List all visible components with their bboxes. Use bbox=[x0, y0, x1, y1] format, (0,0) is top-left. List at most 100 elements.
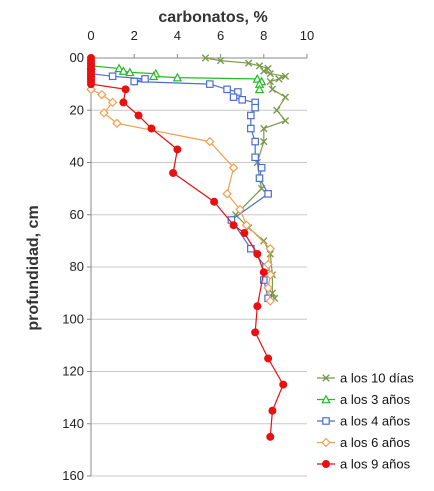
data-point bbox=[266, 250, 274, 258]
data-point bbox=[281, 93, 290, 101]
legend-label: a los 6 años bbox=[340, 435, 411, 450]
data-point bbox=[251, 328, 260, 337]
data-point bbox=[260, 137, 268, 146]
series-group bbox=[86, 54, 290, 441]
data-point bbox=[87, 80, 95, 89]
data-point bbox=[251, 103, 259, 112]
data-point bbox=[172, 72, 183, 82]
legend-item: a los 4 años bbox=[317, 414, 411, 429]
series-4 bbox=[86, 84, 276, 306]
data-point bbox=[173, 145, 182, 154]
data-point bbox=[266, 432, 275, 441]
x-tick-label: 10 bbox=[300, 28, 314, 43]
x-tick-label: 2 bbox=[131, 28, 138, 43]
data-point bbox=[255, 174, 264, 182]
data-point bbox=[222, 189, 232, 199]
y-tick-labels: 00 20 40 60 80 100 120 140 160 bbox=[62, 50, 84, 483]
data-point bbox=[253, 249, 262, 258]
data-point bbox=[112, 118, 122, 129]
data-point bbox=[130, 77, 139, 86]
y-axis-title: profundidad, cm bbox=[25, 205, 42, 330]
data-point bbox=[107, 97, 118, 108]
data-point bbox=[259, 268, 268, 277]
legend-item: a los 9 años bbox=[317, 457, 411, 472]
legend: a los 10 días a los 3 años a los 4 años a l… bbox=[317, 371, 414, 472]
data-point bbox=[247, 124, 255, 133]
data-point bbox=[263, 283, 273, 293]
data-point bbox=[223, 85, 231, 94]
legend-marker bbox=[321, 394, 331, 404]
data-point bbox=[263, 259, 273, 270]
data-point bbox=[253, 302, 262, 311]
x-tick-label: 4 bbox=[174, 28, 181, 43]
y-tick-label: 00 bbox=[70, 50, 84, 65]
data-point bbox=[121, 85, 130, 94]
legend-marker bbox=[322, 374, 330, 382]
data-point bbox=[279, 380, 288, 389]
data-point bbox=[119, 98, 128, 107]
data-point bbox=[281, 72, 290, 80]
gridlines bbox=[91, 57, 307, 477]
y-tick-label: 40 bbox=[70, 155, 84, 170]
legend-marker bbox=[321, 437, 331, 448]
legend-marker bbox=[322, 460, 330, 468]
x-axis-title: carbonatos, % bbox=[158, 9, 267, 26]
data-point bbox=[147, 124, 156, 133]
series-3 bbox=[87, 69, 272, 303]
legend-label: a los 10 días bbox=[340, 371, 414, 386]
data-point bbox=[125, 67, 135, 77]
data-point bbox=[264, 354, 273, 363]
data-point bbox=[260, 124, 268, 133]
data-point bbox=[265, 243, 276, 254]
data-point bbox=[229, 93, 238, 101]
data-point bbox=[264, 64, 272, 73]
legend-marker bbox=[322, 417, 330, 425]
y-tick-label: 140 bbox=[62, 416, 84, 431]
x-tick-label: 6 bbox=[217, 28, 224, 43]
data-point bbox=[118, 66, 129, 75]
y-tick-label: 80 bbox=[70, 259, 84, 274]
data-point bbox=[257, 163, 266, 172]
data-point bbox=[281, 117, 290, 125]
x-tick-label: 0 bbox=[87, 28, 94, 43]
x-tick-label: 8 bbox=[260, 28, 267, 43]
axes bbox=[87, 54, 308, 477]
data-point bbox=[169, 168, 178, 177]
data-point bbox=[141, 75, 149, 83]
series-line bbox=[205, 57, 288, 299]
y-tick-label: 120 bbox=[62, 364, 84, 379]
data-point bbox=[275, 75, 283, 83]
data-point bbox=[235, 204, 245, 215]
data-point bbox=[134, 111, 143, 120]
data-point bbox=[268, 406, 277, 415]
y-tick-label: 60 bbox=[70, 207, 84, 222]
data-point bbox=[206, 80, 214, 88]
data-point bbox=[266, 77, 274, 86]
data-point bbox=[260, 276, 268, 284]
data-point bbox=[234, 88, 242, 96]
legend-item: a los 6 años bbox=[317, 435, 411, 450]
legend-label: a los 9 años bbox=[340, 457, 411, 472]
data-point bbox=[266, 69, 274, 78]
data-point bbox=[254, 84, 265, 94]
legend-label: a los 3 años bbox=[340, 392, 411, 407]
data-point bbox=[241, 220, 252, 230]
data-point bbox=[268, 85, 277, 94]
y-tick-label: 160 bbox=[62, 468, 84, 483]
data-point bbox=[251, 153, 259, 162]
legend-item: a los 3 años bbox=[317, 392, 411, 407]
data-point bbox=[114, 63, 124, 73]
data-point bbox=[238, 95, 247, 104]
data-point bbox=[229, 221, 238, 230]
y-tick-label: 20 bbox=[70, 102, 84, 117]
data-point bbox=[148, 71, 159, 81]
series-line bbox=[90, 73, 269, 299]
data-point bbox=[244, 59, 253, 67]
data-point bbox=[260, 237, 268, 245]
data-point bbox=[108, 72, 117, 81]
data-point bbox=[228, 162, 239, 173]
data-point bbox=[273, 106, 281, 114]
data-point bbox=[264, 190, 272, 198]
data-point bbox=[205, 136, 215, 147]
